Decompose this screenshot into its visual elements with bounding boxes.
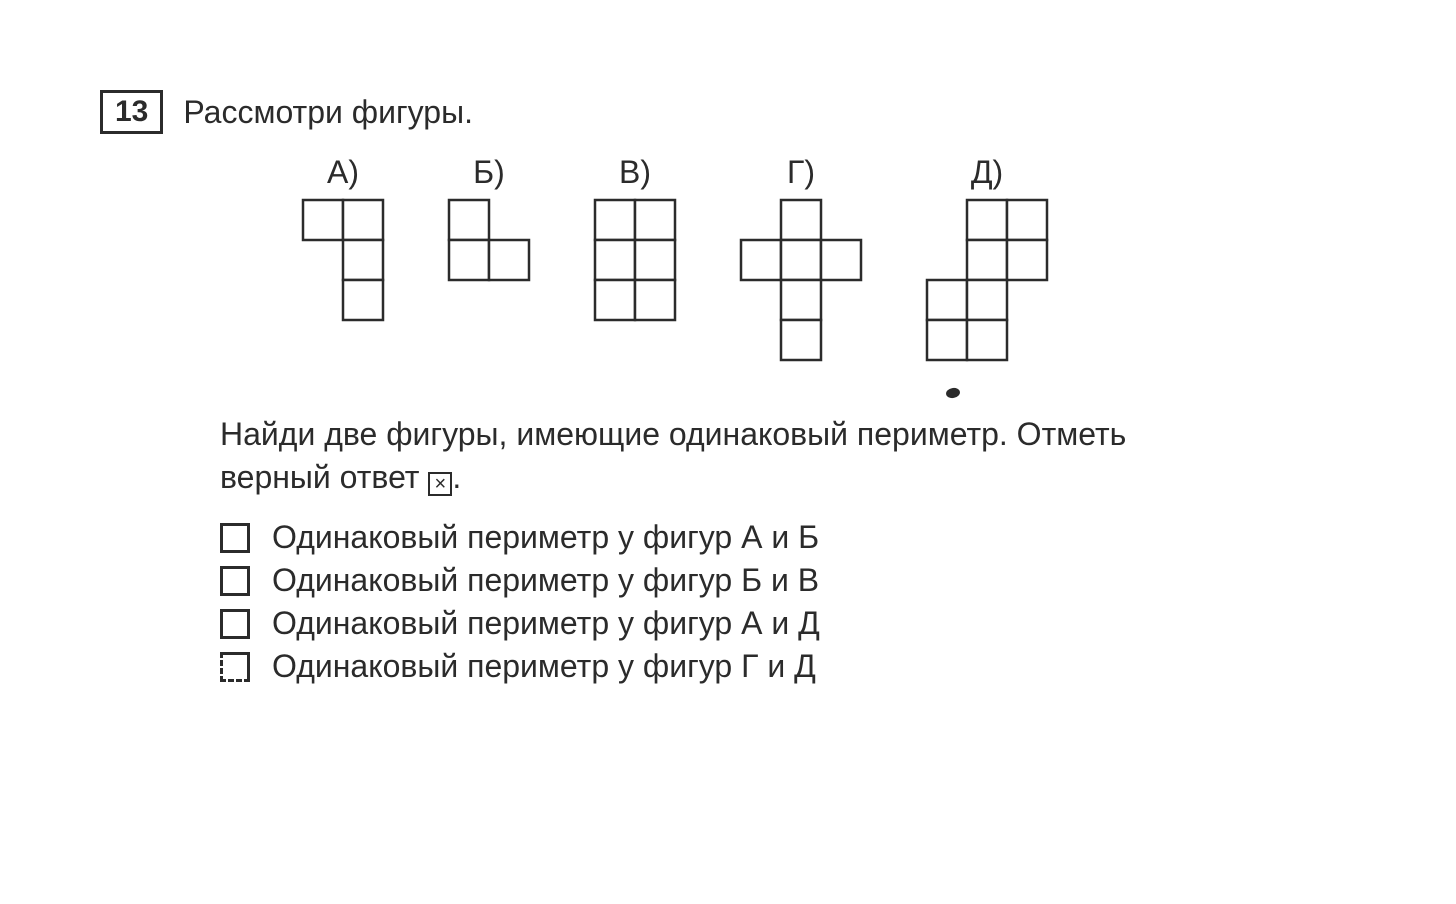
figure-block: В) bbox=[592, 154, 678, 323]
instruction-line2-suffix: . bbox=[452, 459, 461, 495]
answer-checkbox[interactable] bbox=[220, 523, 250, 553]
mark-box-icon: × bbox=[428, 472, 452, 496]
answer-options: Одинаковый периметр у фигур А и Б Одинако… bbox=[220, 519, 1376, 685]
option-row: Одинаковый периметр у фигур Б и В bbox=[220, 562, 1376, 599]
figure-label: А) bbox=[327, 154, 359, 191]
answer-checkbox[interactable] bbox=[220, 609, 250, 639]
instruction-line1: Найди две фигуры, имеющие одинаковый пер… bbox=[220, 416, 1126, 452]
header-row: 13 Рассмотри фигуры. bbox=[100, 90, 1376, 134]
figure-svg bbox=[738, 197, 864, 363]
intro-text: Рассмотри фигуры. bbox=[183, 94, 473, 131]
answer-checkbox[interactable] bbox=[220, 652, 250, 682]
figure-label: Б) bbox=[473, 154, 505, 191]
figure-svg bbox=[300, 197, 386, 323]
figure-block: Г) bbox=[738, 154, 864, 363]
option-text: Одинаковый периметр у фигур А и Б bbox=[272, 519, 819, 556]
figures-row: А) Б) В) Г) Д) bbox=[300, 154, 1376, 363]
figure-svg bbox=[924, 197, 1050, 363]
option-text: Одинаковый периметр у фигур Б и В bbox=[272, 562, 819, 599]
figure-svg bbox=[446, 197, 532, 283]
page: 13 Рассмотри фигуры. А) Б) В) Г) Д) Найди дв… bbox=[0, 0, 1456, 731]
figure-svg bbox=[592, 197, 678, 323]
figure-label: В) bbox=[619, 154, 651, 191]
figure-block: Б) bbox=[446, 154, 532, 283]
option-text: Одинаковый периметр у фигур Г и Д bbox=[272, 648, 816, 685]
question-number: 13 bbox=[115, 95, 148, 128]
option-row: Одинаковый периметр у фигур А и Б bbox=[220, 519, 1376, 556]
question-number-box: 13 bbox=[100, 90, 163, 134]
option-text: Одинаковый периметр у фигур А и Д bbox=[272, 605, 820, 642]
instruction-line2-prefix: верный ответ bbox=[220, 459, 428, 495]
option-row: Одинаковый периметр у фигур Г и Д bbox=[220, 648, 1376, 685]
figure-label: Г) bbox=[787, 154, 815, 191]
figure-label: Д) bbox=[971, 154, 1003, 191]
option-row: Одинаковый периметр у фигур А и Д bbox=[220, 605, 1376, 642]
instruction-text: Найди две фигуры, имеющие одинаковый пер… bbox=[220, 413, 1296, 499]
figure-block: А) bbox=[300, 154, 386, 323]
figure-block: Д) bbox=[924, 154, 1050, 363]
answer-checkbox[interactable] bbox=[220, 566, 250, 596]
